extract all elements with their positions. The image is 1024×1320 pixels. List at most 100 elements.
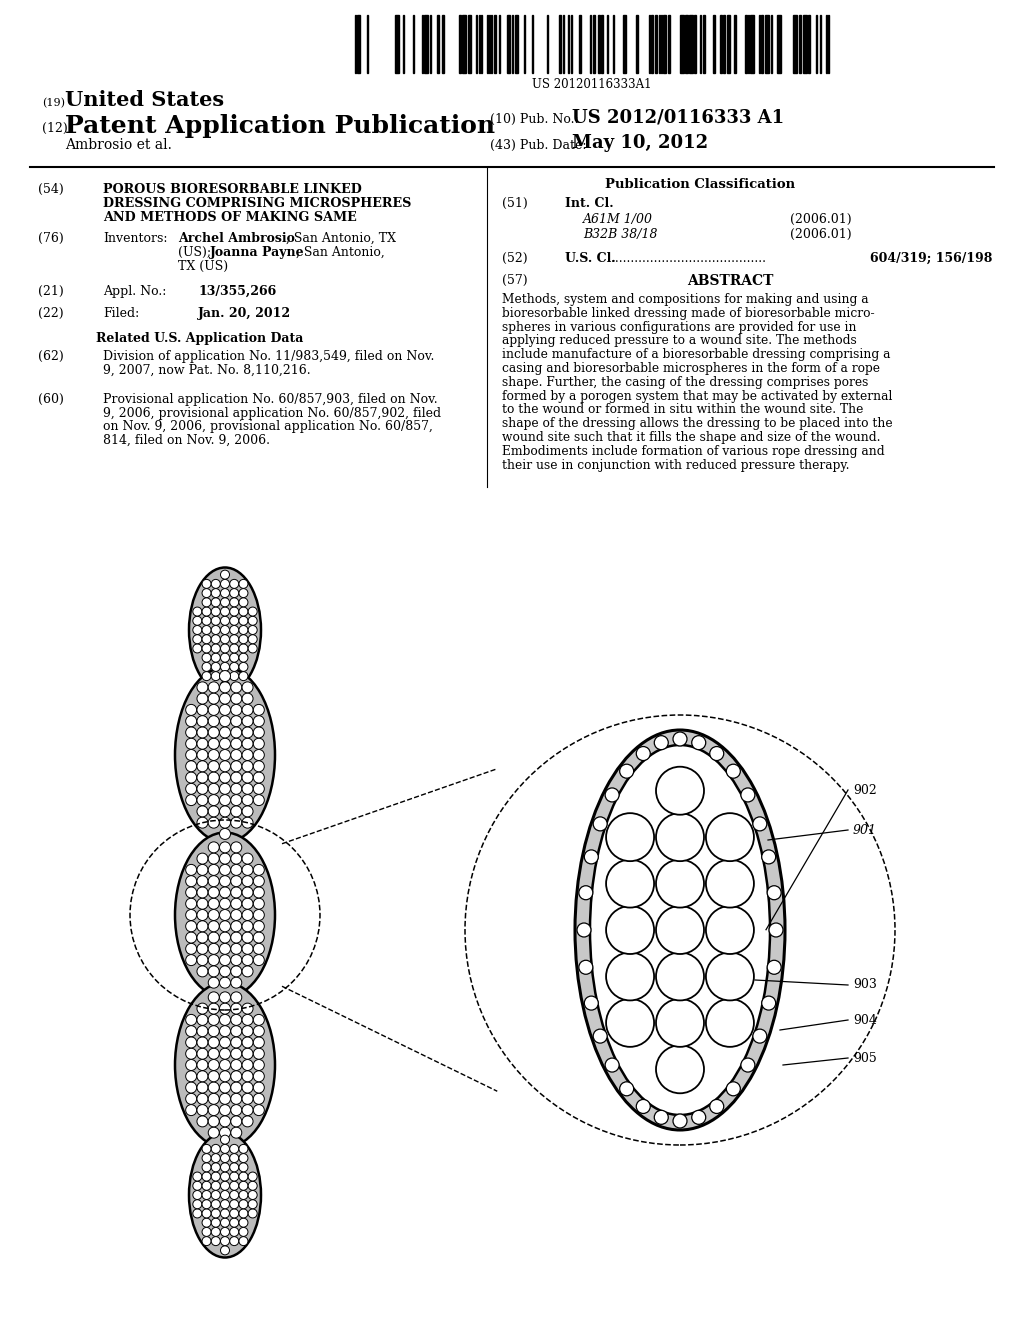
- Circle shape: [202, 598, 211, 607]
- Circle shape: [208, 817, 219, 828]
- Circle shape: [211, 1154, 220, 1163]
- Bar: [601, 15, 603, 73]
- Circle shape: [230, 772, 242, 783]
- Circle shape: [248, 1191, 257, 1200]
- Circle shape: [208, 783, 219, 795]
- Circle shape: [239, 653, 248, 663]
- Text: US 2012/0116333 A1: US 2012/0116333 A1: [572, 108, 784, 125]
- Circle shape: [242, 817, 253, 828]
- Circle shape: [654, 735, 669, 750]
- Circle shape: [242, 715, 253, 727]
- Circle shape: [202, 635, 211, 644]
- Circle shape: [220, 570, 229, 579]
- Text: May 10, 2012: May 10, 2012: [572, 135, 709, 152]
- Bar: [395, 15, 399, 73]
- Circle shape: [692, 735, 706, 750]
- Circle shape: [606, 859, 654, 908]
- Circle shape: [253, 865, 264, 875]
- Circle shape: [185, 783, 197, 795]
- Circle shape: [211, 1181, 220, 1191]
- Circle shape: [197, 1048, 208, 1059]
- Circle shape: [220, 1237, 229, 1246]
- Circle shape: [197, 807, 208, 817]
- Circle shape: [219, 932, 230, 942]
- Circle shape: [220, 607, 229, 616]
- Bar: [468, 15, 471, 73]
- Circle shape: [230, 1014, 242, 1026]
- Circle shape: [208, 1105, 219, 1115]
- Text: Int. Cl.: Int. Cl.: [565, 197, 613, 210]
- Circle shape: [211, 1218, 220, 1228]
- Circle shape: [239, 635, 248, 644]
- Circle shape: [197, 1060, 208, 1071]
- Circle shape: [253, 1014, 264, 1026]
- Circle shape: [762, 997, 776, 1010]
- Circle shape: [239, 1144, 248, 1154]
- Circle shape: [219, 1105, 230, 1115]
- Circle shape: [193, 644, 202, 653]
- Circle shape: [230, 966, 242, 977]
- Circle shape: [219, 1014, 230, 1026]
- Circle shape: [197, 1038, 208, 1048]
- Circle shape: [185, 1038, 197, 1048]
- Circle shape: [229, 644, 239, 653]
- Circle shape: [208, 750, 219, 760]
- Circle shape: [656, 859, 705, 908]
- Circle shape: [219, 853, 230, 865]
- Circle shape: [253, 1071, 264, 1082]
- Text: United States: United States: [65, 90, 224, 110]
- Circle shape: [767, 960, 781, 974]
- Circle shape: [220, 579, 229, 589]
- Circle shape: [253, 750, 264, 760]
- Circle shape: [248, 644, 257, 653]
- Circle shape: [211, 598, 220, 607]
- Circle shape: [606, 953, 654, 1001]
- Text: 902: 902: [853, 784, 877, 796]
- Circle shape: [219, 1115, 230, 1127]
- Circle shape: [219, 1048, 230, 1059]
- Circle shape: [656, 813, 705, 861]
- Text: US 20120116333A1: US 20120116333A1: [532, 78, 651, 91]
- Circle shape: [230, 1003, 242, 1014]
- Circle shape: [197, 853, 208, 865]
- Circle shape: [253, 921, 264, 932]
- Circle shape: [253, 715, 264, 727]
- Circle shape: [220, 1154, 229, 1163]
- Circle shape: [239, 1209, 248, 1218]
- Circle shape: [230, 727, 242, 738]
- Circle shape: [208, 1026, 219, 1036]
- Circle shape: [193, 616, 202, 626]
- Text: Division of application No. 11/983,549, filed on Nov.: Division of application No. 11/983,549, …: [103, 350, 434, 363]
- Circle shape: [219, 1038, 230, 1048]
- Text: Joanna Payne: Joanna Payne: [210, 246, 304, 259]
- Text: shape of the dressing allows the dressing to be placed into the: shape of the dressing allows the dressin…: [502, 417, 893, 430]
- Circle shape: [219, 727, 230, 738]
- Circle shape: [202, 672, 211, 681]
- Text: POROUS BIORESORBABLE LINKED: POROUS BIORESORBABLE LINKED: [103, 183, 361, 195]
- Circle shape: [219, 1060, 230, 1071]
- Text: AND METHODS OF MAKING SAME: AND METHODS OF MAKING SAME: [103, 211, 356, 224]
- Circle shape: [211, 663, 220, 672]
- Circle shape: [239, 1200, 248, 1209]
- Circle shape: [202, 1181, 211, 1191]
- Circle shape: [242, 932, 253, 942]
- Circle shape: [230, 977, 242, 989]
- Circle shape: [673, 733, 687, 746]
- Circle shape: [202, 626, 211, 635]
- Text: (2006.01): (2006.01): [790, 228, 852, 242]
- Circle shape: [220, 616, 229, 626]
- Text: (62): (62): [38, 350, 63, 363]
- Circle shape: [253, 705, 264, 715]
- Circle shape: [230, 921, 242, 932]
- Text: Publication Classification: Publication Classification: [605, 178, 795, 191]
- Text: 905: 905: [853, 1052, 877, 1064]
- Circle shape: [197, 1082, 208, 1093]
- Circle shape: [762, 850, 776, 863]
- Circle shape: [253, 944, 264, 954]
- Circle shape: [656, 767, 705, 814]
- Circle shape: [220, 635, 229, 644]
- Circle shape: [208, 865, 219, 875]
- Circle shape: [230, 795, 242, 805]
- Circle shape: [208, 932, 219, 942]
- Circle shape: [208, 682, 219, 693]
